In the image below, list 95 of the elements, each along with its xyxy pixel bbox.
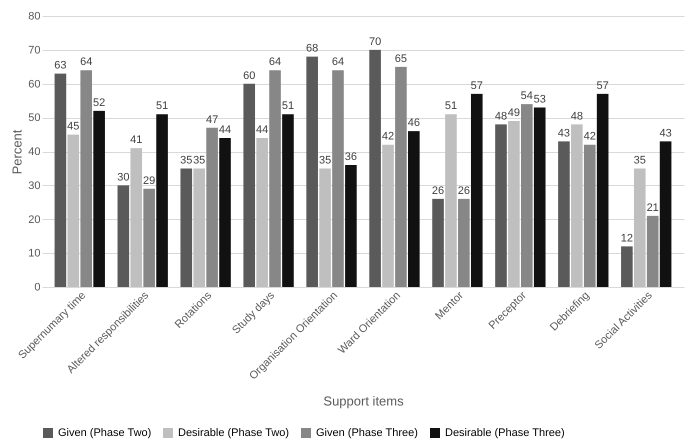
bar <box>93 110 105 287</box>
data-label: 35 <box>193 154 206 166</box>
data-label: 45 <box>67 120 80 133</box>
y-tick-label: 20 <box>28 214 40 226</box>
data-label: 44 <box>256 124 268 136</box>
y-tick-label: 60 <box>28 78 40 90</box>
bar <box>432 198 444 287</box>
y-tick-label: 40 <box>28 146 40 158</box>
data-label: 47 <box>206 114 218 126</box>
data-label: 42 <box>584 130 596 143</box>
bar <box>118 185 130 287</box>
data-label: 12 <box>620 232 633 244</box>
bar <box>193 168 205 287</box>
data-label: 29 <box>143 174 156 187</box>
bar <box>495 124 507 287</box>
legend-label: Given (Phase Three) <box>316 427 418 439</box>
bar <box>332 70 344 287</box>
data-label: 26 <box>432 184 444 197</box>
bar <box>68 134 80 287</box>
bar <box>282 114 294 287</box>
data-label: 57 <box>596 80 609 92</box>
bar <box>634 168 646 287</box>
data-label: 48 <box>494 110 508 122</box>
data-label: 26 <box>458 184 470 197</box>
bar <box>621 246 633 287</box>
data-label: 30 <box>117 171 130 184</box>
bar <box>408 131 420 287</box>
bar <box>130 148 142 287</box>
y-tick-label: 10 <box>28 248 40 260</box>
data-label: 51 <box>282 100 294 112</box>
data-label: 36 <box>344 151 358 164</box>
data-label: 53 <box>534 93 546 106</box>
y-axis-title: Percent <box>9 129 24 174</box>
data-label: 42 <box>382 130 394 143</box>
data-label: 48 <box>570 110 583 122</box>
data-label: 57 <box>470 80 483 92</box>
bar <box>256 138 268 287</box>
bar <box>243 84 256 287</box>
data-label: 64 <box>332 56 344 68</box>
bar <box>558 141 570 287</box>
bar <box>369 50 381 287</box>
data-label: 60 <box>243 70 256 82</box>
data-label: 54 <box>520 90 533 102</box>
y-tick-label: 0 <box>34 282 40 294</box>
bar <box>584 144 596 287</box>
data-label: 64 <box>80 56 92 68</box>
data-label: 49 <box>508 107 520 120</box>
bar <box>571 124 583 287</box>
data-label: 35 <box>318 154 332 166</box>
bar <box>646 216 658 287</box>
bar <box>269 70 281 287</box>
legend-label: Desirable (Phase Two) <box>178 427 290 439</box>
bar <box>219 138 231 287</box>
data-label: 70 <box>368 36 382 48</box>
data-label: 41 <box>130 134 142 146</box>
data-label: 68 <box>306 42 318 55</box>
data-label: 46 <box>408 117 420 130</box>
data-label: 63 <box>54 60 67 72</box>
bar <box>458 198 470 287</box>
bar <box>395 66 407 287</box>
legend-label: Given (Phase Two) <box>58 427 152 439</box>
bar <box>143 188 155 287</box>
bar <box>206 128 218 287</box>
bar <box>470 94 483 287</box>
data-label: 21 <box>646 202 659 214</box>
data-label: 35 <box>634 154 646 166</box>
y-tick-label: 70 <box>28 44 40 56</box>
bar <box>596 94 608 287</box>
data-label: 35 <box>180 154 192 166</box>
data-label: 43 <box>659 127 672 140</box>
legend-label: Desirable (Phase Three) <box>445 427 565 439</box>
data-label: 51 <box>444 100 458 112</box>
bar <box>180 168 192 287</box>
data-label: 44 <box>218 124 232 136</box>
bar <box>508 121 520 287</box>
data-label: 65 <box>394 52 408 65</box>
bar <box>660 141 672 287</box>
data-label: 52 <box>93 96 106 109</box>
bar <box>80 70 92 287</box>
bar <box>319 168 331 287</box>
bar <box>382 144 394 287</box>
bar <box>156 114 168 287</box>
data-label: 51 <box>156 100 168 112</box>
y-tick-label: 50 <box>28 112 40 124</box>
data-label: 43 <box>558 127 570 140</box>
y-tick-label: 30 <box>28 180 40 192</box>
bar <box>54 74 66 287</box>
bar <box>445 114 457 287</box>
data-label: 64 <box>268 56 282 68</box>
bar <box>345 165 357 287</box>
bar <box>521 104 533 287</box>
y-tick-label: 80 <box>28 10 40 22</box>
bar <box>306 56 318 287</box>
bar <box>534 107 546 287</box>
x-axis-title: Support items <box>323 394 404 409</box>
